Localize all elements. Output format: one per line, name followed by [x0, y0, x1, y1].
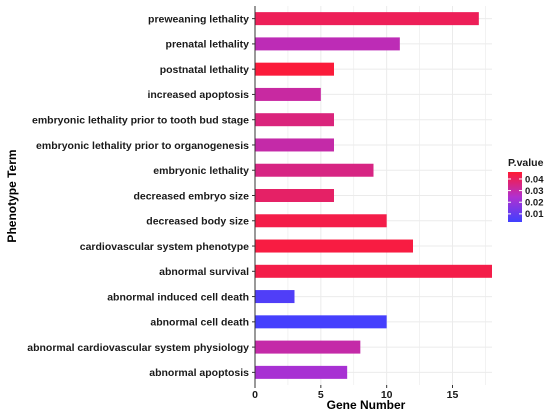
legend: P.value 0.040.030.020.01: [508, 157, 544, 222]
category-label: prenatal lethality: [166, 39, 250, 51]
category-label: preweaning lethality: [148, 13, 249, 25]
category-label: abnormal cell death: [150, 317, 249, 329]
bar-abnormal-cell-death: [255, 315, 387, 329]
bar-embryonic-lethality-prior-to-tooth-bud-stage: [255, 113, 334, 127]
x-axis-tick-labels: 0 5 10 15: [252, 385, 458, 401]
category-label: abnormal cardiovascular system physiolog…: [27, 342, 249, 354]
bar-postnatal-lethality: [255, 62, 334, 76]
category-label: embryonic lethality prior to tooth bud s…: [32, 115, 249, 127]
bar-preweaning-lethality: [255, 12, 479, 26]
category-label: abnormal survival: [159, 266, 249, 278]
legend-tick-label: 0.03: [525, 186, 544, 197]
bars: [255, 12, 492, 379]
x-tick-label: 10: [381, 389, 393, 401]
category-label: embryonic lethality prior to organogenes…: [36, 140, 249, 152]
legend-tick-label: 0.02: [525, 198, 544, 209]
category-label: decreased embryo size: [133, 190, 249, 202]
bar-prenatal-lethality: [255, 37, 400, 51]
legend-title: P.value: [508, 157, 544, 169]
category-label: postnatal lethality: [160, 64, 249, 76]
legend-ticks: 0.040.030.020.01: [508, 174, 544, 220]
category-label: increased apoptosis: [147, 89, 249, 101]
bar-abnormal-apoptosis: [255, 365, 348, 379]
category-label: cardiovascular system phenotype: [80, 241, 249, 253]
bar-decreased-embryo-size: [255, 189, 334, 202]
x-axis-title: Gene Number: [327, 398, 406, 412]
category-label: abnormal induced cell death: [107, 291, 249, 303]
bar-cardiovascular-system-phenotype: [255, 239, 413, 253]
category-label: embryonic lethality: [153, 165, 249, 177]
category-label: decreased body size: [146, 216, 249, 228]
bar-embryonic-lethality: [255, 163, 374, 177]
x-tick-label: 0: [252, 389, 258, 401]
legend-colorbar: [508, 172, 522, 222]
y-axis-title: Phenotype Term: [5, 149, 19, 242]
y-axis-tick-labels: preweaning lethality prenatal lethality po…: [27, 13, 255, 379]
category-label: abnormal apoptosis: [149, 367, 249, 379]
bar-decreased-body-size: [255, 214, 387, 228]
bar-increased-apoptosis: [255, 87, 321, 101]
legend-tick-label: 0.04: [525, 174, 544, 185]
legend-tick-label: 0.01: [525, 209, 544, 220]
bar-abnormal-survival: [255, 264, 492, 278]
bar-embryonic-lethality-prior-to-organogenesis: [255, 138, 334, 152]
bar-abnormal-cardiovascular-system-physiology: [255, 340, 361, 354]
bar-abnormal-induced-cell-death: [255, 290, 295, 304]
x-tick-label: 5: [318, 389, 324, 401]
x-tick-label: 15: [447, 389, 459, 401]
